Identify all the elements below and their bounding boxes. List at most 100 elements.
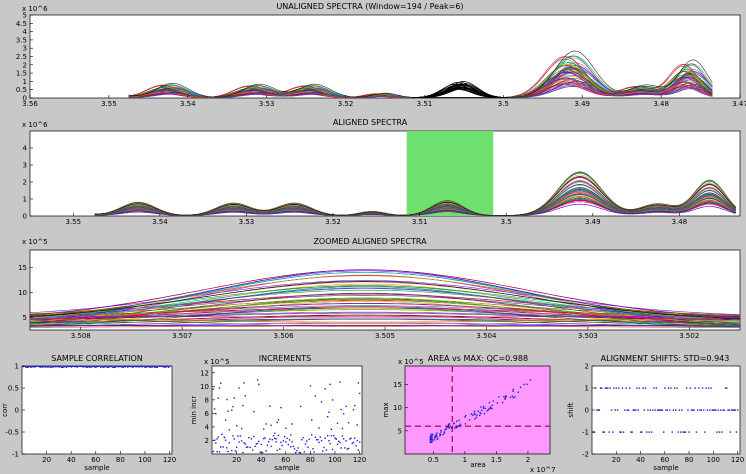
- scatter-point: [665, 409, 667, 411]
- scatter-point: [352, 441, 355, 444]
- scatter-point: [335, 438, 337, 440]
- scatter-point: [439, 433, 441, 435]
- scatter-point: [36, 365, 38, 368]
- scatter-point: [431, 437, 433, 439]
- scatter-point: [339, 381, 341, 383]
- scatter-point: [350, 437, 352, 439]
- scatter-point: [266, 444, 269, 446]
- scatter-point: [270, 424, 272, 427]
- scatter-point: [106, 366, 108, 368]
- y-tick-label: 1: [585, 385, 589, 393]
- scatter-point: [482, 407, 485, 409]
- zoom-spectrum-line: [29, 280, 741, 320]
- scatter-point: [302, 436, 304, 439]
- scatter-point: [475, 416, 478, 419]
- scatter-point: [263, 437, 265, 440]
- scatter-point: [608, 431, 610, 433]
- scatter-point: [159, 365, 161, 367]
- unaligned-title: UNALIGNED SPECTRA (Window=194 / Peak=6): [276, 2, 463, 11]
- scatter-point: [318, 441, 320, 444]
- scatter-point: [645, 431, 648, 433]
- scatter-point: [599, 387, 602, 389]
- scatter-point: [238, 387, 240, 389]
- scatter-point: [130, 365, 133, 368]
- scatter-point: [505, 396, 507, 398]
- scatter-point: [664, 387, 666, 389]
- scatter-point: [481, 409, 483, 412]
- x-tick-label: 60: [281, 456, 290, 464]
- scatter-point: [127, 366, 129, 368]
- scatter-point: [344, 447, 346, 449]
- y-tick-label: 0: [15, 407, 19, 415]
- y-tick-label: 10: [200, 383, 209, 391]
- scatter-point: [235, 446, 238, 448]
- scatter-point: [144, 366, 146, 369]
- scatter-point: [430, 438, 433, 441]
- y-tick-label: 4: [23, 145, 28, 153]
- scatter-point: [656, 409, 659, 411]
- scatter-point: [116, 365, 118, 367]
- scatter-point: [728, 409, 730, 411]
- scatter-point: [341, 427, 344, 430]
- area-max-y-exponent: x 10^5: [398, 358, 424, 366]
- scatter-point: [488, 407, 490, 410]
- scatter-point: [703, 409, 705, 411]
- y-tick-label: 5: [23, 12, 27, 20]
- spectrum-line: [94, 177, 736, 216]
- scatter-point: [706, 409, 709, 411]
- scatter-point: [635, 409, 637, 411]
- x-tick-label: 3.52: [325, 218, 341, 226]
- scatter-point: [245, 446, 248, 449]
- scatter-point: [48, 365, 50, 368]
- scatter-point: [435, 433, 437, 436]
- scatter-point: [112, 366, 114, 369]
- y-tick-label: 2: [585, 363, 589, 371]
- scatter-point: [250, 438, 253, 440]
- scatter-point: [254, 445, 256, 447]
- increments-axes: [211, 365, 363, 455]
- scatter-point: [695, 431, 698, 433]
- scatter-point: [357, 382, 360, 384]
- area-max-xlabel: area: [470, 461, 486, 469]
- scatter-point: [64, 365, 66, 367]
- scatter-point: [429, 438, 432, 441]
- scatter-point: [329, 442, 331, 445]
- scatter-point: [455, 426, 458, 428]
- scatter-point: [315, 439, 318, 441]
- y-tick-label: -1: [12, 451, 19, 459]
- scatter-point: [345, 440, 347, 442]
- scatter-point: [310, 434, 313, 436]
- y-tick-label: 12: [200, 369, 209, 377]
- zoom-spectrum-line: [29, 287, 741, 321]
- x-tick-label: 1: [463, 456, 467, 464]
- scatter-point: [480, 412, 482, 415]
- scatter-point: [605, 387, 608, 389]
- unaligned-exponent: x 10^6: [22, 5, 48, 13]
- scatter-point: [352, 408, 355, 411]
- scatter-point: [504, 397, 506, 400]
- scatter-point: [90, 366, 92, 368]
- scatter-point: [265, 423, 267, 425]
- increments-xlabel: sample: [274, 464, 299, 472]
- scatter-point: [699, 409, 701, 411]
- scatter-point: [358, 441, 361, 443]
- scatter-point: [718, 431, 721, 433]
- scatter-point: [269, 405, 271, 407]
- scatter-point: [218, 387, 221, 389]
- scatter-point: [285, 441, 287, 443]
- scatter-point: [269, 438, 271, 440]
- scatter-point: [716, 431, 718, 433]
- scatter-point: [277, 434, 280, 437]
- scatter-point: [33, 366, 36, 368]
- scatter-point: [468, 419, 471, 421]
- scatter-point: [340, 447, 342, 449]
- scatter-point: [54, 365, 56, 368]
- scatter-point: [681, 409, 683, 411]
- scatter-point: [672, 409, 675, 411]
- scatter-point: [655, 387, 658, 389]
- scatter-point: [357, 449, 360, 451]
- scatter-point: [93, 366, 96, 368]
- scatter-point: [27, 366, 29, 368]
- scatter-point: [233, 397, 235, 399]
